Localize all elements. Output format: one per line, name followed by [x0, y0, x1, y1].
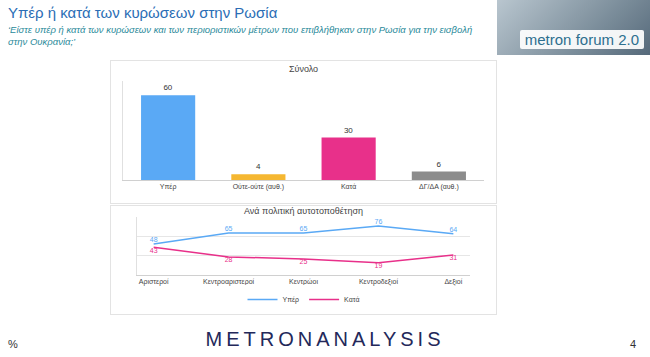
html-text:METRONANALYSIS: METRONANALYSIS — [205, 328, 445, 350]
svg-text:Ανά πολιτική αυτοτοποθέτηση: Ανά πολιτική αυτοτοποθέτηση — [244, 206, 363, 216]
svg-text:4: 4 — [256, 162, 261, 171]
svg-text:65: 65 — [225, 225, 233, 232]
svg-text:65: 65 — [300, 225, 308, 232]
svg-text:19: 19 — [375, 262, 383, 269]
svg-text:Ούτε-ούτε (αυθ.): Ούτε-ούτε (αυθ.) — [233, 183, 284, 191]
svg-text:Σύνολο: Σύνολο — [289, 64, 318, 74]
svg-text:Υπέρ: Υπέρ — [283, 296, 300, 304]
svg-text:64: 64 — [449, 226, 457, 233]
svg-text:Κατά: Κατά — [341, 183, 356, 190]
html-text:‘Είστε υπέρ ή κατά των κυρώσεω: ‘Είστε υπέρ ή κατά των κυρώσεων και των … — [8, 24, 473, 47]
svg-text:Κεντροδεξιοί: Κεντροδεξιοί — [359, 278, 399, 286]
svg-text:43: 43 — [150, 247, 158, 254]
svg-text:Αριστεροί: Αριστεροί — [139, 278, 169, 286]
svg-text:Κατά: Κατά — [344, 296, 359, 303]
svg-text:ΔΓ/ΔΑ (αυθ.): ΔΓ/ΔΑ (αυθ.) — [419, 183, 459, 191]
html-text:4: 4 — [629, 338, 636, 350]
svg-text:6: 6 — [436, 160, 441, 169]
svg-text:Κεντρώοι: Κεντρώοι — [289, 278, 318, 286]
svg-text:30: 30 — [344, 126, 353, 135]
svg-text:Υπέρ: Υπέρ — [160, 183, 177, 191]
svg-text:31: 31 — [449, 254, 457, 261]
svg-text:48: 48 — [150, 236, 158, 243]
svg-text:Δεξιοί: Δεξιοί — [444, 278, 462, 286]
svg-text:Κεντροαριστεροί: Κεντροαριστεροί — [203, 278, 255, 286]
svg-text:60: 60 — [163, 83, 172, 92]
svg-text:28: 28 — [225, 256, 233, 263]
html-text:Υπέρ ή κατά των κυρώσεων στην: Υπέρ ή κατά των κυρώσεων στην Ρωσία — [8, 4, 278, 21]
svg-text:76: 76 — [375, 218, 383, 225]
html-text:metron forum 2.0: metron forum 2.0 — [524, 31, 639, 48]
svg-text:25: 25 — [300, 258, 308, 265]
